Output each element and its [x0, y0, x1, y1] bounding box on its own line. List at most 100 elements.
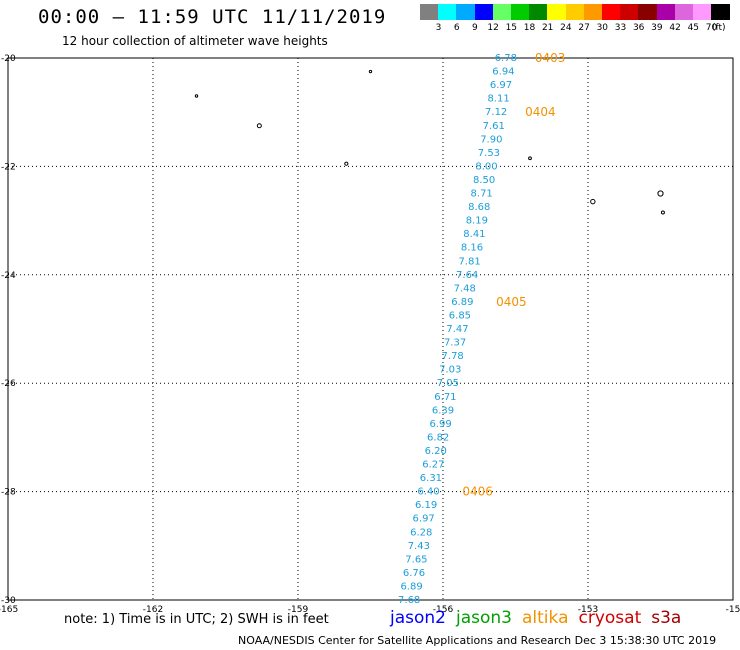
- legend-swatch: [602, 4, 621, 20]
- swh-value: 6.97: [413, 514, 435, 525]
- swh-value: 6.40: [417, 487, 439, 498]
- swh-value: 6.71: [434, 392, 456, 403]
- swh-value: 7.64: [456, 270, 478, 281]
- swh-value: 6.82: [427, 432, 449, 443]
- swh-value: 6.31: [420, 473, 442, 484]
- y-tick-label: -30: [1, 596, 16, 606]
- footer: NOAA/NESDIS Center for Satellite Applica…: [238, 634, 717, 647]
- legend-swatch: [620, 4, 640, 20]
- legend-label: 30: [596, 23, 609, 33]
- swh-value: 8.19: [466, 216, 488, 227]
- time-label: 0405: [496, 295, 527, 309]
- legend-swatch: [511, 4, 530, 20]
- time-label: 0406: [462, 485, 493, 499]
- legend-label: 9: [472, 23, 478, 33]
- swh-value: 8.68: [468, 202, 490, 213]
- island-outline: [194, 94, 199, 98]
- swh-value: 6.28: [410, 527, 432, 538]
- swh-value: 7.65: [405, 554, 427, 565]
- swh-value: 7.90: [480, 134, 502, 145]
- swh-value: 8.50: [473, 175, 495, 186]
- satellite-s3a: s3a: [651, 608, 682, 628]
- swh-value: 6.27: [422, 460, 444, 471]
- x-tick-label: -159: [288, 605, 309, 615]
- x-tick-label: -156: [433, 605, 454, 615]
- satellite-altika: altika: [522, 608, 569, 628]
- swh-value: 7.37: [444, 338, 466, 349]
- y-tick-label: -22: [1, 162, 16, 172]
- legend-swatch: [674, 4, 694, 20]
- legend-label: 15: [505, 23, 518, 33]
- swh-value: 6.19: [415, 500, 437, 511]
- swh-value: 7.05: [437, 378, 459, 389]
- legend-swatch: [656, 4, 676, 20]
- swh-value: 8.00: [475, 161, 497, 172]
- swh-value: 6.78: [495, 53, 517, 64]
- y-tick-label: -20: [1, 54, 16, 64]
- legend-swatch: [711, 4, 731, 20]
- island-outline: [344, 161, 349, 166]
- swh-value: 7.48: [454, 283, 476, 294]
- legend-unit: (ft): [712, 23, 726, 33]
- legend-swatch: [565, 4, 585, 20]
- legend-swatch: [456, 4, 476, 20]
- legend-label: 18: [523, 23, 536, 33]
- swh-value: 6.97: [490, 80, 512, 91]
- legend-swatch: [547, 4, 567, 20]
- swh-value: 7.43: [408, 541, 430, 552]
- swh-value: 7.12: [485, 107, 507, 118]
- legend-label: 3: [435, 23, 442, 33]
- legend-swatch: [492, 4, 512, 20]
- swh-value: 6.89: [400, 581, 422, 592]
- island-outline: [256, 123, 262, 129]
- legend-label: 45: [687, 23, 700, 33]
- swh-value: 8.41: [463, 229, 485, 240]
- legend-label: 6: [453, 23, 460, 33]
- legend-label: 36: [632, 23, 645, 33]
- legend-label: 42: [669, 23, 681, 33]
- swh-value: 7.68: [398, 595, 420, 606]
- satellite-jason3: jason3: [456, 608, 512, 628]
- x-tick-label: -15: [726, 605, 740, 615]
- island-outline: [528, 156, 532, 161]
- swh-value: 6.76: [403, 568, 425, 579]
- legend-swatch: [529, 4, 549, 20]
- swh-value: 6.39: [432, 405, 454, 416]
- legend-label: 70: [705, 23, 718, 33]
- island-outline: [368, 69, 373, 74]
- y-tick-label: -26: [1, 379, 16, 389]
- legend-label: 12: [487, 23, 499, 33]
- legend-label: 27: [578, 23, 590, 33]
- swh-value: 6.94: [492, 67, 514, 78]
- note: note: 1) Time is in UTC; 2) SWH is in fe…: [64, 612, 329, 627]
- swh-value: 6.89: [451, 297, 473, 308]
- legend-swatch: [420, 4, 439, 20]
- title: 00:00 – 11:59 UTC 11/11/2019: [38, 6, 387, 28]
- swh-value: 7.47: [446, 324, 468, 335]
- subtitle: 12 hour collection of altimeter wave hei…: [62, 34, 328, 48]
- legend-swatch: [474, 4, 494, 20]
- swh-value: 7.03: [439, 365, 461, 376]
- x-tick-label: -153: [578, 605, 598, 615]
- island-outline: [590, 198, 596, 205]
- island-outline: [660, 210, 665, 215]
- satellite-legend: jason2 jason3 altika cryosat s3a: [390, 608, 691, 628]
- time-label: 0404: [525, 105, 556, 119]
- legend-label: 33: [614, 23, 627, 33]
- satellite-jason2: jason2: [390, 608, 446, 628]
- x-tick-label: -162: [143, 605, 163, 615]
- swh-value: 7.78: [442, 351, 464, 362]
- swh-value: 8.16: [461, 243, 483, 254]
- y-tick-label: -24: [1, 271, 16, 281]
- swh-value: 7.53: [478, 148, 500, 159]
- legend-label: 39: [651, 23, 663, 33]
- x-tick-label: -165: [0, 605, 18, 615]
- legend-label: 24: [560, 23, 572, 33]
- swh-value: 7.81: [458, 256, 480, 267]
- swh-value: 8.11: [487, 94, 509, 105]
- swh-value: 6.85: [449, 310, 471, 321]
- legend-swatch: [438, 4, 458, 20]
- legend-swatch: [638, 4, 658, 20]
- legend-swatch: [583, 4, 603, 20]
